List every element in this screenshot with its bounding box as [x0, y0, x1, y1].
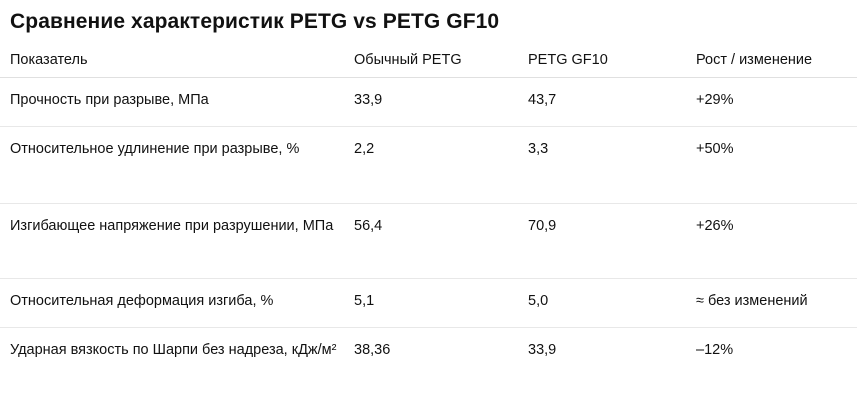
- change-cell: +50%: [686, 126, 857, 204]
- change-cell: –12%: [696, 341, 734, 358]
- table-header-row: Показатель Обычный PETG PETG GF10 Рост /…: [0, 44, 857, 78]
- petg-gf10-value-cell: 43,7: [518, 77, 686, 127]
- petg-gf10-value-cell: 70,9: [518, 203, 686, 279]
- metric-cell: Прочность при разрыве, МПа: [0, 77, 344, 127]
- metric-cell: Относительная деформация изгиба, %: [0, 278, 344, 328]
- change-cell: +26%: [686, 203, 857, 279]
- metric-cell: Ударная вязкость по Шарпи без надреза, к…: [10, 341, 337, 358]
- petg-value-cell: 33,9: [344, 77, 518, 127]
- petg-gf10-value-cell: 5,0: [518, 278, 686, 328]
- comparison-table: Показатель Обычный PETG PETG GF10 Рост /…: [0, 44, 857, 401]
- table-row: Изгибающее напряжение при разрушении, МП…: [0, 203, 857, 279]
- petg-value-cell: 2,2: [344, 126, 518, 204]
- metric-cell: Относительное удлинение при разрыве, %: [0, 126, 344, 204]
- table-row: Прочность при разрыве, МПа 33,9 43,7 +29…: [0, 77, 857, 127]
- change-cell: +29%: [686, 77, 857, 127]
- petg-value-cell: 56,4: [344, 203, 518, 279]
- table-row: Относительное удлинение при разрыве, % 2…: [0, 126, 857, 204]
- change-cell: ≈ без изменений: [686, 278, 857, 328]
- petg-gf10-value-cell: 33,9: [528, 341, 557, 358]
- header-change: Рост / изменение: [686, 44, 857, 78]
- petg-value-cell: 38,36: [354, 341, 391, 358]
- page-title: Сравнение характеристик PETG vs PETG GF1…: [10, 10, 500, 33]
- header-metric: Показатель: [0, 44, 344, 78]
- petg-value-cell: 5,1: [344, 278, 518, 328]
- header-petg-gf10: PETG GF10: [518, 44, 686, 78]
- table-row: Ударная вязкость по Шарпи без надреза, к…: [0, 327, 857, 401]
- table-row: Относительная деформация изгиба, % 5,1 5…: [0, 278, 857, 328]
- metric-cell: Изгибающее напряжение при разрушении, МП…: [0, 203, 344, 279]
- header-petg: Обычный PETG: [344, 44, 518, 78]
- petg-gf10-value-cell: 3,3: [518, 126, 686, 204]
